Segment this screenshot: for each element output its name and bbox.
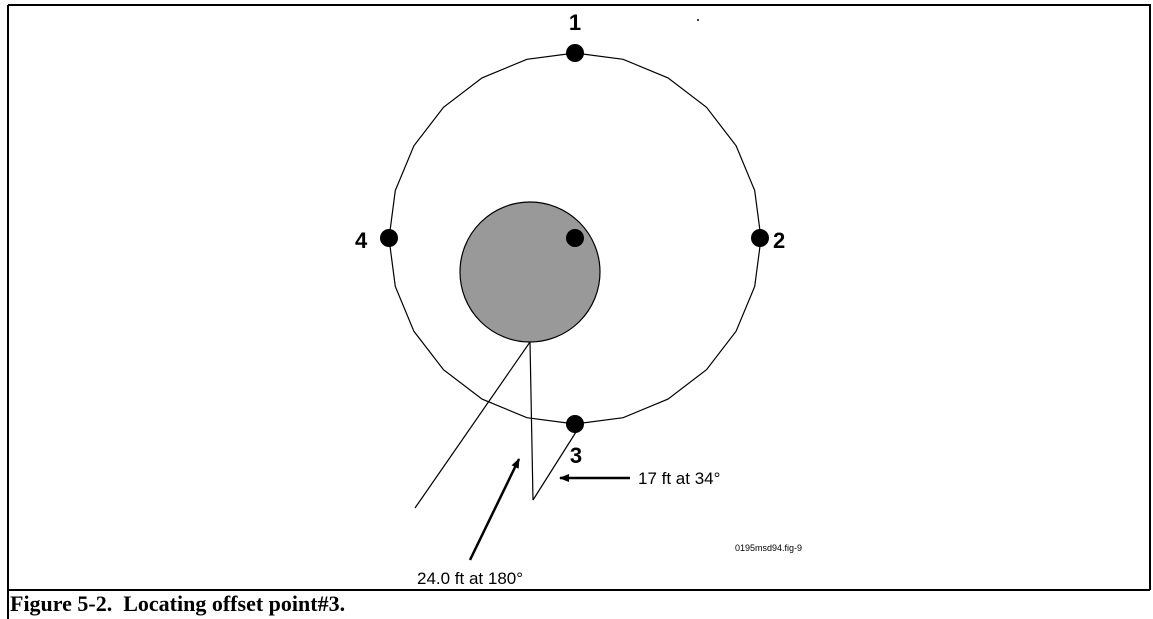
node-label: 4 (355, 228, 368, 253)
figure-id: 0195msd94.fig-9 (735, 543, 802, 553)
tree-trunk (459, 201, 601, 343)
node-label: 2 (773, 228, 785, 253)
caption: Figure 5-2. Locating offset point#3. (10, 591, 345, 616)
annotation: 24.0 ft at 180° (417, 569, 523, 588)
annotation: 17 ft at 34° (638, 469, 720, 488)
offset-lines (414, 341, 577, 509)
center-point (566, 229, 584, 247)
point (380, 229, 398, 247)
speck (697, 19, 699, 21)
frame (7, 4, 1151, 619)
point (566, 415, 584, 433)
point (751, 229, 769, 247)
points (380, 44, 769, 433)
point (566, 44, 584, 62)
node-label: 1 (569, 10, 581, 35)
arrows (468, 458, 630, 561)
node-label: 3 (570, 443, 582, 468)
